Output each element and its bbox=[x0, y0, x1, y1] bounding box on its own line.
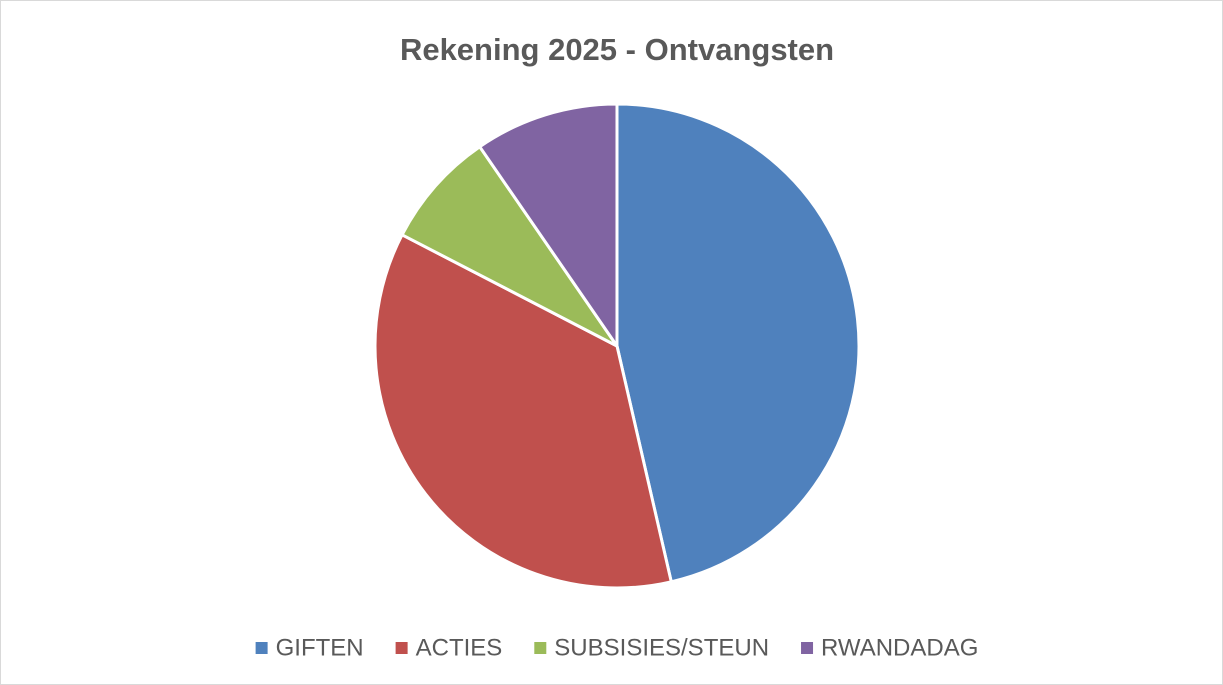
legend-swatch bbox=[801, 642, 814, 654]
legend-label: ACTIES bbox=[416, 634, 503, 661]
legend-label: GIFTEN bbox=[276, 634, 364, 661]
pie-slice bbox=[477, 102, 619, 351]
legend-swatch bbox=[255, 642, 268, 654]
legend-label: RWANDADAG bbox=[821, 634, 978, 661]
pie-slice bbox=[400, 144, 619, 348]
chart-title: Rekening 2025 - Ontvangsten bbox=[400, 32, 834, 67]
legend-swatch bbox=[395, 642, 408, 654]
legend-swatch bbox=[534, 642, 547, 654]
pie-slice bbox=[373, 232, 674, 590]
pie-slice bbox=[615, 102, 861, 584]
legend-label: SUBSISIES/STEUN bbox=[554, 634, 769, 661]
